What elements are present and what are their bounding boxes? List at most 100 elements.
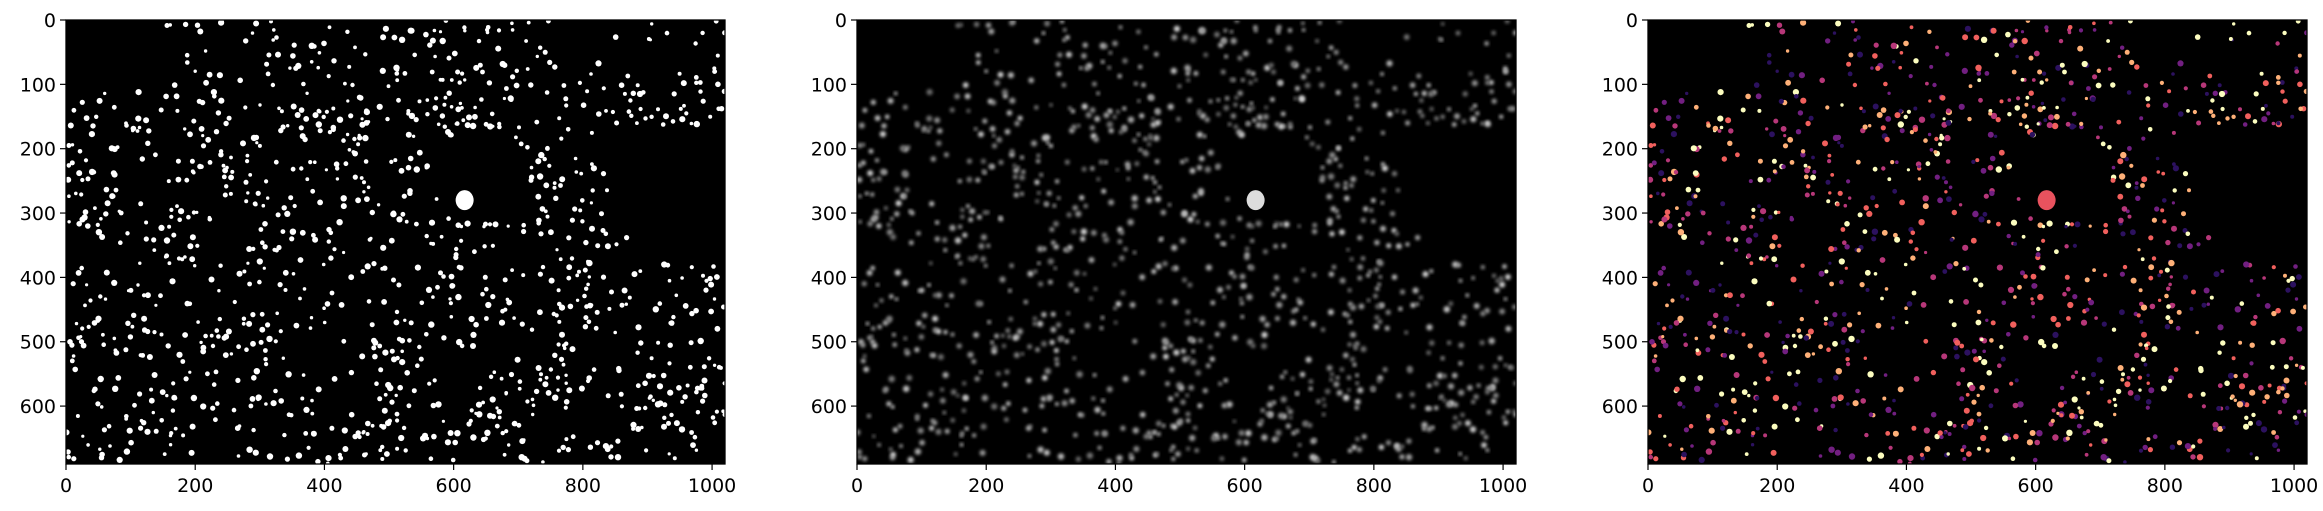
image-spot	[1851, 20, 1855, 24]
image-spot	[1887, 91, 1891, 96]
image-spot	[1781, 340, 1785, 345]
image-spot	[246, 261, 250, 265]
image-spot	[2245, 113, 2251, 120]
image-spot	[1872, 53, 1878, 59]
image-spot	[860, 160, 866, 166]
image-spot	[1410, 302, 1416, 308]
image-spot	[139, 418, 144, 423]
image-spot	[1890, 326, 1895, 330]
image-spot	[602, 443, 610, 450]
image-spot	[1368, 80, 1373, 85]
image-spot	[1219, 321, 1226, 328]
image-spot	[243, 179, 249, 185]
image-spot	[1264, 64, 1271, 71]
image-spot	[877, 443, 881, 447]
image-spot	[589, 130, 594, 135]
image-spot	[1431, 425, 1435, 430]
image-spot	[649, 356, 654, 361]
image-spot	[2124, 156, 2129, 162]
image-spot	[151, 237, 157, 243]
image-spot	[960, 207, 965, 212]
image-spot	[182, 332, 189, 338]
image-spot	[1892, 398, 1896, 403]
image-spot	[1056, 322, 1062, 328]
image-spot	[1881, 166, 1886, 171]
image-spot	[1735, 428, 1741, 434]
image-spot	[582, 324, 589, 330]
image-spot	[299, 229, 306, 236]
image-spot	[2285, 287, 2291, 293]
image-spot	[1787, 371, 1792, 377]
image-spot	[564, 381, 568, 385]
image-spot	[1913, 106, 1918, 111]
image-spot	[1834, 449, 1841, 456]
image-spot	[986, 210, 990, 214]
image-spot	[2274, 434, 2280, 440]
image-spot	[903, 336, 908, 341]
image-spot	[662, 415, 667, 420]
image-spot	[1988, 111, 1993, 116]
image-spot	[222, 192, 228, 198]
image-spot	[1985, 448, 1990, 453]
image-spot	[2071, 396, 2078, 403]
image-spot	[1014, 120, 1020, 127]
image-spot	[1398, 306, 1403, 311]
image-spot	[2260, 106, 2265, 111]
image-spot	[1094, 406, 1101, 413]
image-spot	[1988, 403, 1994, 409]
image-spot	[2023, 274, 2028, 279]
image-spot	[327, 25, 332, 30]
image-spot	[1919, 452, 1924, 457]
image-spot	[1268, 62, 1274, 68]
image-spot	[216, 72, 223, 79]
image-spot	[1103, 236, 1110, 243]
image-spot	[1959, 343, 1965, 349]
image-spot	[2078, 28, 2084, 33]
image-spot	[1866, 210, 1873, 217]
image-spot	[364, 196, 370, 203]
image-spot	[1832, 340, 1838, 347]
image-spot	[1497, 356, 1503, 361]
image-spot	[594, 440, 601, 446]
image-spot	[1119, 255, 1125, 261]
image-spot	[1349, 257, 1354, 262]
image-spot	[1055, 362, 1060, 367]
image-spot	[331, 58, 337, 64]
image-spot	[960, 278, 967, 285]
image-spot	[240, 140, 246, 147]
image-spot	[1202, 388, 1208, 394]
image-spot	[1685, 186, 1692, 193]
image-spot	[2275, 307, 2281, 314]
image-spot	[1093, 287, 1098, 291]
image-spot	[215, 401, 220, 406]
image-spot	[1008, 289, 1012, 293]
y-tick-label: 300	[20, 203, 56, 225]
image-spot	[2126, 375, 2131, 380]
image-spot	[2294, 420, 2300, 426]
image-spot	[1909, 25, 1914, 30]
image-spot	[1835, 202, 1840, 207]
image-spot	[1084, 65, 1090, 71]
image-spot	[246, 320, 253, 327]
image-spot	[971, 359, 977, 364]
image-spot	[1504, 20, 1510, 24]
image-spot	[1649, 220, 1653, 224]
image-spot	[604, 109, 608, 113]
image-spot	[2107, 145, 2112, 150]
image-spot	[2001, 300, 2007, 306]
image-spot	[1692, 170, 1699, 177]
image-spot	[538, 231, 544, 237]
image-spot	[1129, 302, 1136, 308]
image-spot	[557, 319, 562, 324]
image-spot	[2042, 106, 2046, 110]
y-tick-label: 100	[811, 74, 847, 96]
image-spot	[2066, 429, 2073, 436]
image-spot	[176, 351, 183, 358]
image-spot	[1283, 370, 1288, 375]
image-spot	[184, 177, 190, 183]
image-spot	[673, 420, 680, 427]
image-spot	[510, 28, 515, 32]
image-spot	[2127, 146, 2132, 151]
image-spot	[490, 294, 496, 300]
image-spot	[1042, 375, 1048, 381]
